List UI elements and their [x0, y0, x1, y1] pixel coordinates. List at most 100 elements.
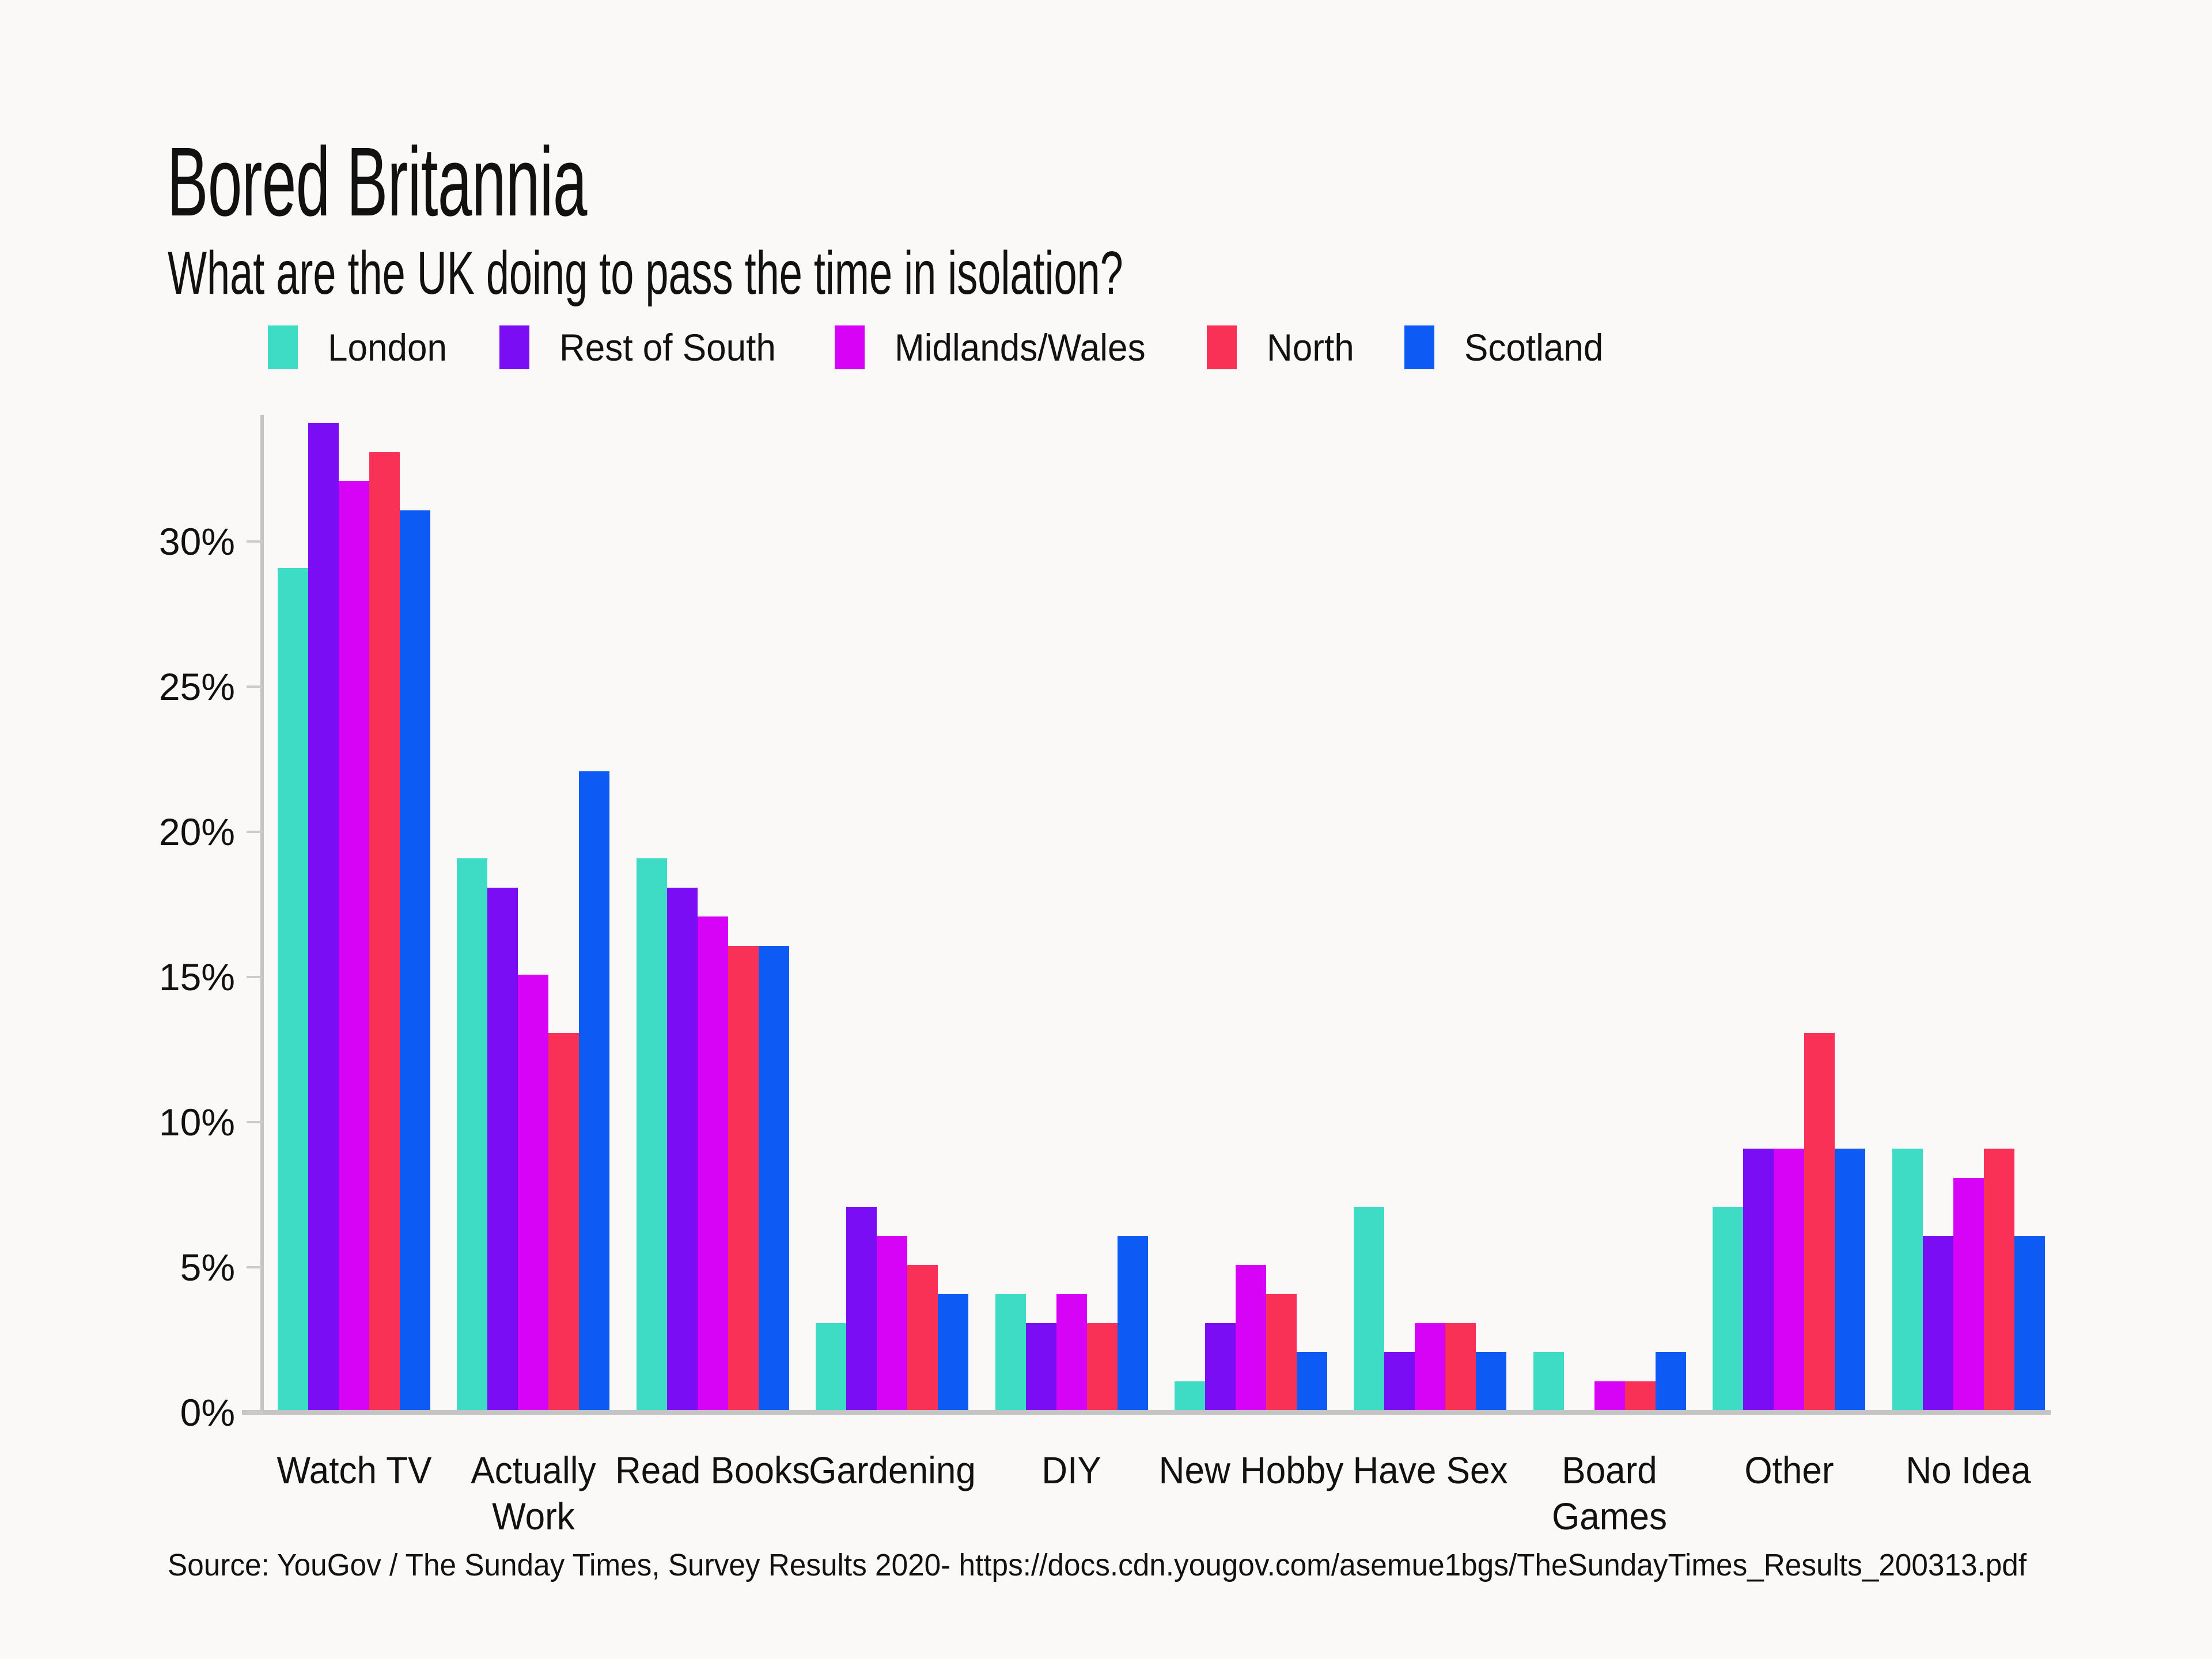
bar-diy-scotland	[1117, 1236, 1148, 1410]
legend-label-london: London	[328, 326, 448, 369]
source-caption: Source: YouGov / The Sunday Times, Surve…	[168, 1548, 2027, 1582]
bar-gardening-north	[907, 1265, 938, 1410]
bar-read-books-midlands-wales	[697, 916, 728, 1410]
bar-no-idea-midlands-wales	[1953, 1177, 1984, 1410]
legend-swatch-north	[1206, 325, 1237, 369]
bar-actually-work-rest-of-south	[487, 887, 518, 1410]
bar-new-hobby-midlands-wales	[1236, 1265, 1266, 1410]
legend-item-london: London	[268, 325, 454, 369]
y-tick-mark-30	[247, 540, 263, 543]
bar-no-idea-north	[1983, 1149, 2014, 1410]
legend-swatch-rest-of-south	[499, 325, 530, 369]
y-tick-mark-10	[247, 1121, 263, 1123]
chart-subtitle: What are the UK doing to pass the time i…	[168, 239, 1123, 307]
bar-group-other	[1713, 1032, 1866, 1410]
y-tick-label-0: 0%	[180, 1391, 235, 1434]
x-axis-label-actually-work: Actually Work	[471, 1449, 596, 1537]
x-axis-label-have-sex: Have Sex	[1353, 1449, 1508, 1491]
legend: London Rest of South Midlands/Wales North Sc…	[268, 325, 1612, 369]
bar-watch-tv-london	[278, 568, 308, 1410]
x-axis-label-board-games: Board Games	[1552, 1449, 1668, 1537]
bar-group-read-books	[636, 858, 789, 1410]
bar-other-north	[1804, 1032, 1835, 1410]
bar-have-sex-rest-of-south	[1384, 1352, 1415, 1410]
bar-no-idea-london	[1892, 1149, 1923, 1410]
x-axis-label-diy: DIY	[1041, 1449, 1101, 1491]
bar-group-watch-tv	[278, 423, 430, 1410]
bar-group-have-sex	[1354, 1207, 1507, 1410]
bar-gardening-rest-of-south	[846, 1207, 877, 1410]
bar-read-books-north	[728, 945, 759, 1410]
y-tick-mark-5	[247, 1266, 263, 1268]
bar-watch-tv-north	[369, 452, 400, 1410]
bar-actually-work-north	[548, 1032, 579, 1410]
legend-item-rest-of-south: Rest of South	[499, 325, 790, 369]
legend-swatch-midlands-wales	[835, 325, 865, 369]
y-tick-label-5: 5%	[180, 1246, 235, 1289]
bar-gardening-london	[816, 1323, 847, 1410]
y-tick-mark-0	[247, 1411, 263, 1414]
bar-diy-rest-of-south	[1025, 1323, 1056, 1410]
bar-actually-work-scotland	[579, 771, 610, 1410]
bar-board-games-london	[1533, 1352, 1564, 1410]
bar-board-games-scotland	[1655, 1352, 1686, 1410]
y-tick-mark-25	[247, 685, 263, 688]
x-axis-line	[242, 1410, 2051, 1415]
bar-actually-work-london	[457, 858, 488, 1410]
y-tick-label-25: 25%	[158, 665, 235, 708]
y-tick-label-20: 20%	[158, 810, 235, 853]
bar-new-hobby-scotland	[1297, 1352, 1327, 1410]
bar-new-hobby-rest-of-south	[1205, 1323, 1236, 1410]
y-tick-label-15: 15%	[158, 956, 235, 998]
bar-new-hobby-north	[1266, 1294, 1297, 1410]
bar-watch-tv-midlands-wales	[339, 481, 369, 1410]
chart-title: Bored Britannia	[167, 127, 587, 237]
bar-group-board-games	[1533, 1352, 1686, 1410]
y-axis-line	[260, 415, 264, 1415]
bar-group-gardening	[816, 1207, 969, 1410]
y-tick-label-30: 30%	[158, 520, 235, 563]
legend-label-midlands-wales: Midlands/Wales	[895, 326, 1146, 369]
bar-have-sex-scotland	[1476, 1352, 1507, 1410]
bar-group-new-hobby	[1175, 1265, 1327, 1410]
bar-gardening-scotland	[938, 1294, 969, 1410]
bar-gardening-midlands-wales	[877, 1236, 908, 1410]
legend-swatch-scotland	[1404, 325, 1434, 369]
bar-diy-midlands-wales	[1056, 1294, 1087, 1410]
x-axis-label-gardening: Gardening	[808, 1449, 976, 1491]
x-axis-label-watch-tv: Watch TV	[276, 1449, 431, 1491]
bar-other-london	[1713, 1207, 1744, 1410]
legend-label-scotland: Scotland	[1464, 326, 1604, 369]
bar-other-midlands-wales	[1774, 1149, 1805, 1410]
bar-have-sex-north	[1445, 1323, 1476, 1410]
bar-diy-london	[995, 1294, 1026, 1410]
bar-watch-tv-scotland	[400, 510, 430, 1410]
y-tick-mark-15	[247, 976, 263, 978]
bar-other-rest-of-south	[1743, 1149, 1774, 1410]
bar-actually-work-midlands-wales	[518, 975, 549, 1410]
x-axis-label-no-idea: No Idea	[1906, 1449, 2031, 1491]
bar-group-actually-work	[457, 771, 610, 1410]
y-tick-mark-20	[247, 831, 263, 833]
bar-new-hobby-london	[1175, 1381, 1205, 1410]
bar-have-sex-midlands-wales	[1415, 1323, 1446, 1410]
x-axis-label-other: Other	[1744, 1449, 1834, 1491]
bar-watch-tv-rest-of-south	[308, 423, 339, 1410]
bar-board-games-midlands-wales	[1594, 1381, 1625, 1410]
bar-group-diy	[995, 1236, 1148, 1410]
y-tick-label-10: 10%	[158, 1101, 235, 1143]
legend-item-midlands-wales: Midlands/Wales	[835, 325, 1161, 369]
legend-label-rest-of-south: Rest of South	[559, 326, 777, 369]
legend-label-north: North	[1266, 326, 1354, 369]
legend-item-north: North	[1206, 325, 1359, 369]
bar-read-books-london	[636, 858, 667, 1410]
legend-item-scotland: Scotland	[1404, 325, 1612, 369]
bar-board-games-north	[1624, 1381, 1656, 1410]
bar-other-scotland	[1835, 1149, 1866, 1410]
bar-have-sex-london	[1354, 1207, 1385, 1410]
bar-group-no-idea	[1892, 1149, 2045, 1410]
bar-diy-north	[1086, 1323, 1118, 1410]
x-axis-label-new-hobby: New Hobby	[1158, 1449, 1343, 1491]
